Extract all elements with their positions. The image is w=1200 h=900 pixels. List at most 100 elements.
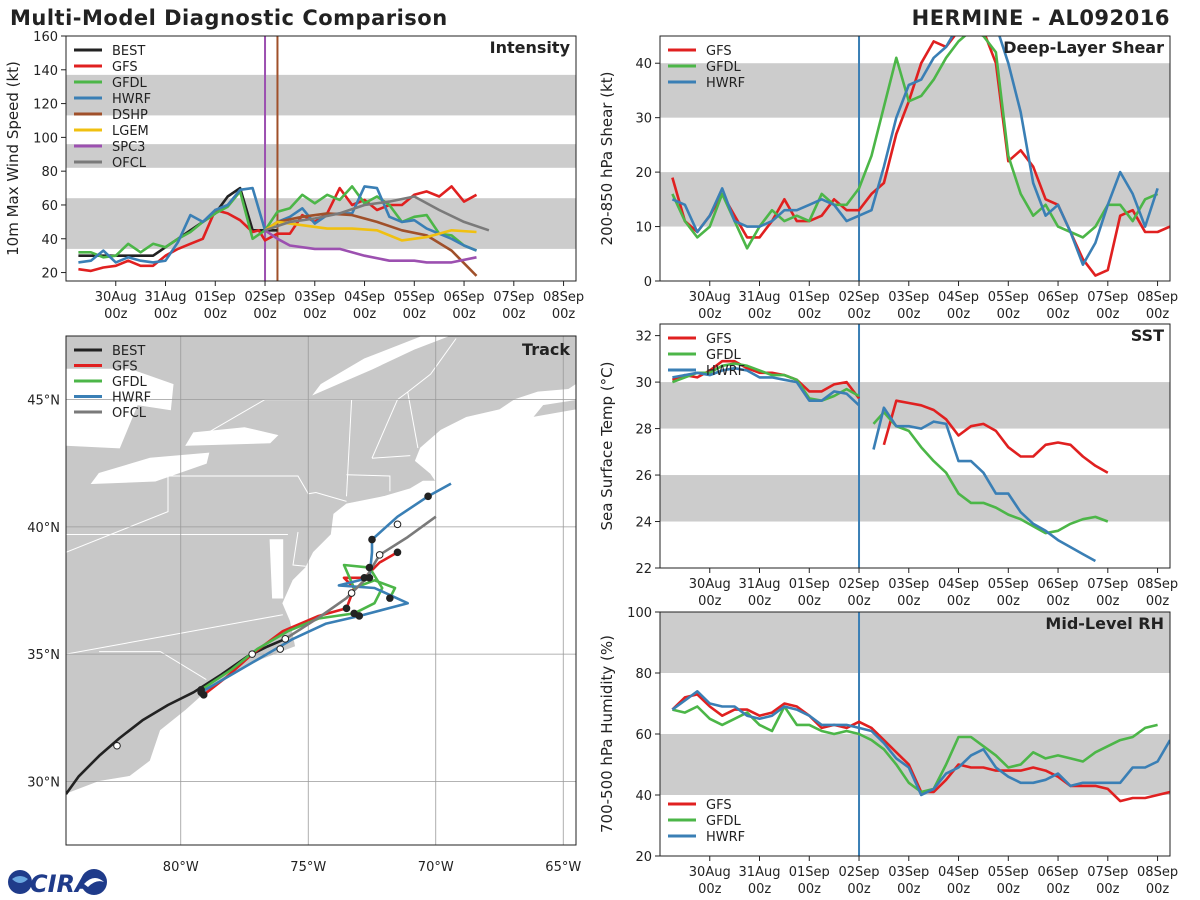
track-border-nc-sc xyxy=(99,651,207,681)
track-title: Track xyxy=(522,340,570,359)
intensity-xtick-label: 07Sep xyxy=(493,290,534,305)
shear-band xyxy=(660,63,1170,118)
shear-xtick-sublabel: 00z xyxy=(698,307,722,322)
intensity-line-spc3 xyxy=(264,229,477,264)
track-lake-huron xyxy=(66,368,174,449)
track-chesapeake xyxy=(269,539,284,599)
track-border-us-canada xyxy=(185,338,457,446)
track-marker-hwrf xyxy=(355,612,364,620)
shear-ytick-label: 0 xyxy=(644,275,652,290)
rh-legend-label-gfdl: GFDL xyxy=(706,814,742,829)
track-lake-erie xyxy=(90,452,210,485)
intensity-xtick-label: 30Aug xyxy=(95,290,137,305)
track-border-ny-new-england xyxy=(346,399,353,497)
sst-xtick-sublabel: 00z xyxy=(698,594,722,609)
sst-xtick-sublabel: 00z xyxy=(798,594,822,609)
intensity-legend-label-best: BEST xyxy=(112,44,145,59)
track-legend-label-gfs: GFS xyxy=(112,360,138,375)
intensity-line-gfs xyxy=(78,185,478,273)
rh-ytick-label: 100 xyxy=(627,606,652,621)
rh-ylabel: 700-500 hPa Humidity (%) xyxy=(598,635,616,833)
intensity-xtick-sublabel: 00z xyxy=(154,307,178,322)
track-map xyxy=(66,336,576,795)
intensity-legend-label-ofcl: OFCL xyxy=(112,156,147,171)
rh-xtick-label: 06Sep xyxy=(1038,865,1079,880)
sst-ytick-label: 24 xyxy=(635,516,652,531)
shear-xtick-label: 07Sep xyxy=(1087,290,1128,305)
track-border-de-md xyxy=(292,531,306,567)
intensity-xtick-sublabel: 00z xyxy=(552,307,576,322)
intensity-line-lgem xyxy=(264,220,477,242)
sst-xtick-label: 05Sep xyxy=(988,577,1029,592)
intensity-legend-label-lgem: LGEM xyxy=(112,124,149,139)
rh-ytick-label: 20 xyxy=(635,850,652,865)
intensity-ytick-label: 100 xyxy=(33,131,58,146)
shear-ytick-label: 20 xyxy=(635,166,652,181)
shear-xtick-sublabel: 00z xyxy=(1146,307,1170,322)
intensity-line-gfdl xyxy=(78,185,477,259)
track-land-nova-scotia xyxy=(531,399,576,418)
shear-xtick-label: 08Sep xyxy=(1137,290,1178,305)
rh-line-gfdl xyxy=(672,705,1158,794)
sst-line-hwrf xyxy=(672,366,860,407)
rh-ytick-label: 80 xyxy=(635,667,652,682)
track-ytick-label: 30°N xyxy=(27,775,60,790)
track-ytick-label: 35°N xyxy=(27,648,60,663)
sst-xtick-sublabel: 00z xyxy=(748,594,772,609)
track-ytick-label: 40°N xyxy=(27,521,60,536)
rh-xtick-sublabel: 00z xyxy=(1096,882,1120,897)
track-marker-best xyxy=(248,650,256,658)
rh-ytick-label: 40 xyxy=(635,789,652,804)
intensity-line-dshp xyxy=(264,212,478,277)
intensity-xtick-sublabel: 00z xyxy=(303,307,327,322)
shear-legend-label-gfs: GFS xyxy=(706,44,732,59)
track-legend-label-best: BEST xyxy=(112,344,145,359)
rh-xtick-label: 01Sep xyxy=(789,865,830,880)
track-marker-best xyxy=(281,635,290,643)
intensity-title: Intensity xyxy=(490,38,571,57)
rh-xtick-sublabel: 00z xyxy=(798,882,822,897)
rh-xtick-sublabel: 00z xyxy=(847,882,871,897)
track-marker-gfdl xyxy=(386,594,394,602)
rh-line-hwrf xyxy=(671,690,1170,797)
sst-title: SST xyxy=(1131,326,1164,345)
shear-xtick-label: 31Aug xyxy=(739,290,781,305)
page-title: Multi-Model Diagnostic Comparison xyxy=(10,6,448,30)
intensity-frame xyxy=(65,35,577,282)
rh-legend-label-hwrf: HWRF xyxy=(706,830,745,845)
track-marker-ofcl xyxy=(393,520,402,529)
shear-ylabel: 200-850 hPa Shear (kt) xyxy=(598,72,616,246)
shear-xtick-label: 03Sep xyxy=(888,290,929,305)
track-marker-gfdl xyxy=(365,563,374,572)
sst-xtick-label: 04Sep xyxy=(938,577,979,592)
track-legend-label-gfdl: GFDL xyxy=(112,375,148,390)
intensity-series xyxy=(78,185,490,277)
intensity-xtick-label: 05Sep xyxy=(394,290,435,305)
intensity-band xyxy=(66,144,576,168)
track-marker-hwrf xyxy=(365,573,374,582)
rh-band xyxy=(660,612,1170,673)
rh-xtick-label: 02Sep xyxy=(839,865,880,880)
sst-band xyxy=(660,475,1170,522)
sst-line-hwrf xyxy=(872,406,1097,563)
sst-xtick-label: 07Sep xyxy=(1087,577,1128,592)
track-marker-ofcl xyxy=(375,551,384,559)
shear-xtick-sublabel: 00z xyxy=(1046,307,1070,322)
panel-rh: 20 40 60 80 100 30Aug 00z 31Aug 00z 01Sep 00z 02Sep… xyxy=(598,606,1178,897)
sst-xtick-sublabel: 00z xyxy=(947,594,971,609)
track-frame xyxy=(65,335,577,846)
track-series xyxy=(66,482,452,795)
track-marker-hwrf xyxy=(424,492,432,501)
shear-series xyxy=(671,36,1170,277)
rh-xtick-label: 05Sep xyxy=(988,865,1029,880)
track-border-nc-va xyxy=(66,614,283,655)
rh-xtick-sublabel: 00z xyxy=(1146,882,1170,897)
track-marker-ofcl xyxy=(276,645,285,653)
track-xtick-label: 80°W xyxy=(163,860,199,875)
intensity-xtick-sublabel: 00z xyxy=(353,307,377,322)
shear-line-gfdl xyxy=(671,36,1159,250)
shear-legend-label-gfdl: GFDL xyxy=(706,60,742,75)
sst-xtick-label: 06Sep xyxy=(1038,577,1079,592)
intensity-ytick-label: 160 xyxy=(33,30,58,45)
sst-ytick-label: 32 xyxy=(635,330,652,345)
